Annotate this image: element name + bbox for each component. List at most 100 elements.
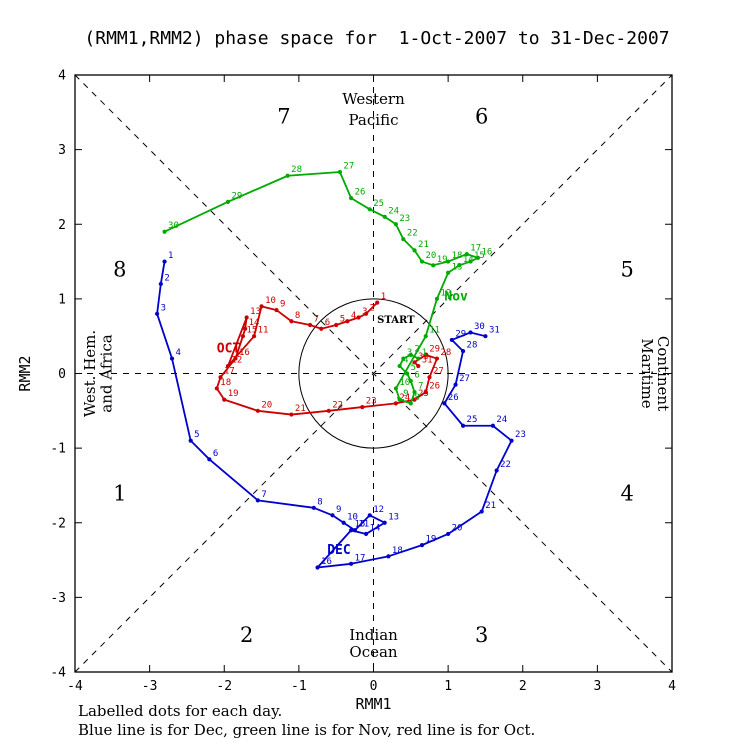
day-number-label: 6	[213, 449, 218, 459]
day-dot	[419, 259, 425, 264]
day-number-label: 9	[280, 300, 285, 310]
day-number-label: 17	[224, 367, 235, 377]
day-dot	[218, 375, 223, 380]
day-number-label: 5	[411, 363, 416, 373]
day-number-label: 9	[403, 389, 408, 399]
y-tick-label: -4	[50, 666, 66, 681]
day-number-label: 13	[250, 307, 261, 317]
y-tick-label: -2	[50, 516, 66, 531]
day-number-label: 15	[355, 520, 366, 530]
phase-guide-lines	[74, 74, 673, 673]
y-tick-label: 4	[58, 69, 66, 84]
day-number-label: 20	[452, 523, 463, 533]
day-number-label: 21	[418, 240, 429, 250]
day-dot	[285, 173, 290, 178]
day-number-label: 27	[343, 162, 354, 172]
day-number-label: 7	[418, 382, 423, 392]
day-number-label: 26	[448, 393, 459, 403]
day-number-label: 17	[470, 244, 481, 254]
x-tick-label: -3	[142, 679, 158, 694]
day-number-label: 24	[496, 415, 507, 425]
phase-label-6: 6	[475, 104, 488, 128]
day-number-label: 12	[231, 356, 242, 366]
day-number-label: 26	[355, 188, 366, 198]
day-dot	[158, 281, 163, 287]
day-dot	[233, 356, 238, 361]
trajectory-line-nov	[164, 171, 479, 405]
day-number-label: 18	[392, 546, 403, 556]
day-dot	[408, 378, 413, 384]
x-tick-label: 1	[444, 679, 452, 694]
day-dot	[408, 352, 413, 357]
region-label: Maritime	[638, 338, 656, 408]
month-label-dec: DEC	[327, 543, 350, 558]
day-dot	[468, 330, 473, 335]
day-number-label: 14	[249, 318, 260, 328]
day-number-label: 20	[261, 400, 272, 410]
day-dot	[330, 513, 335, 518]
day-number-label: 30	[418, 352, 429, 362]
phase-label-3: 3	[475, 623, 488, 647]
day-dot	[162, 229, 167, 234]
day-number-label: 19	[228, 389, 239, 399]
day-dot	[423, 334, 428, 339]
day-number-label: 10	[347, 512, 358, 522]
footer-caption-line1: Labelled dots for each day.	[78, 702, 282, 720]
day-dot	[334, 322, 339, 328]
day-number-label: 14	[370, 523, 381, 533]
day-number-label: 21	[485, 501, 496, 511]
day-number-label: 21	[295, 404, 306, 414]
y-tick-label: -1	[50, 442, 66, 457]
day-dot	[382, 214, 387, 219]
day-number-label: 18	[452, 251, 463, 261]
day-number-label: 15	[474, 251, 485, 261]
day-dot	[289, 412, 294, 417]
day-number-label: 31	[489, 326, 500, 336]
day-number-label: 31	[422, 356, 433, 366]
day-dot	[356, 315, 361, 320]
day-number-label: 29	[231, 191, 242, 201]
day-number-label: 28	[291, 165, 302, 175]
day-number-label: 13	[452, 262, 463, 272]
day-dot	[453, 382, 458, 387]
day-number-label: 11	[358, 520, 369, 530]
day-number-label: 4	[351, 311, 356, 321]
day-number-label: 6	[325, 318, 330, 328]
start-label: START	[377, 315, 415, 326]
day-dot	[225, 363, 231, 369]
day-dot	[162, 259, 167, 264]
day-dot	[393, 222, 398, 227]
day-dot	[363, 531, 369, 537]
phase-label-8: 8	[113, 257, 126, 281]
day-number-label: 3	[407, 348, 412, 358]
x-tick-label: -4	[67, 679, 83, 694]
day-number-label: 22	[407, 229, 418, 239]
phase-label-4: 4	[621, 481, 634, 505]
day-dot	[397, 363, 402, 369]
day-dot	[468, 259, 473, 264]
day-number-label: 10	[399, 378, 410, 388]
day-dot	[434, 296, 440, 301]
day-dot	[460, 349, 466, 354]
day-number-label: 30	[168, 221, 179, 231]
day-dot	[259, 304, 264, 309]
day-dot	[442, 401, 447, 406]
region-label: Continent	[654, 336, 672, 411]
day-number-label: 28	[467, 341, 478, 351]
day-dot	[352, 528, 357, 533]
day-dot	[349, 561, 354, 566]
region-label: West. Hem.	[81, 330, 99, 417]
day-dot	[214, 386, 219, 391]
day-number-label: 4	[403, 356, 408, 366]
day-number-label: 9	[336, 505, 341, 515]
day-dot	[416, 363, 421, 369]
day-dot	[479, 509, 484, 514]
day-number-label: 1	[422, 348, 427, 358]
day-dot	[427, 375, 432, 380]
day-number-label: 29	[429, 344, 440, 354]
day-number-label: 3	[362, 307, 367, 317]
unit-circle	[298, 298, 449, 449]
day-dot	[188, 438, 193, 443]
day-number-label: 22	[500, 460, 511, 470]
